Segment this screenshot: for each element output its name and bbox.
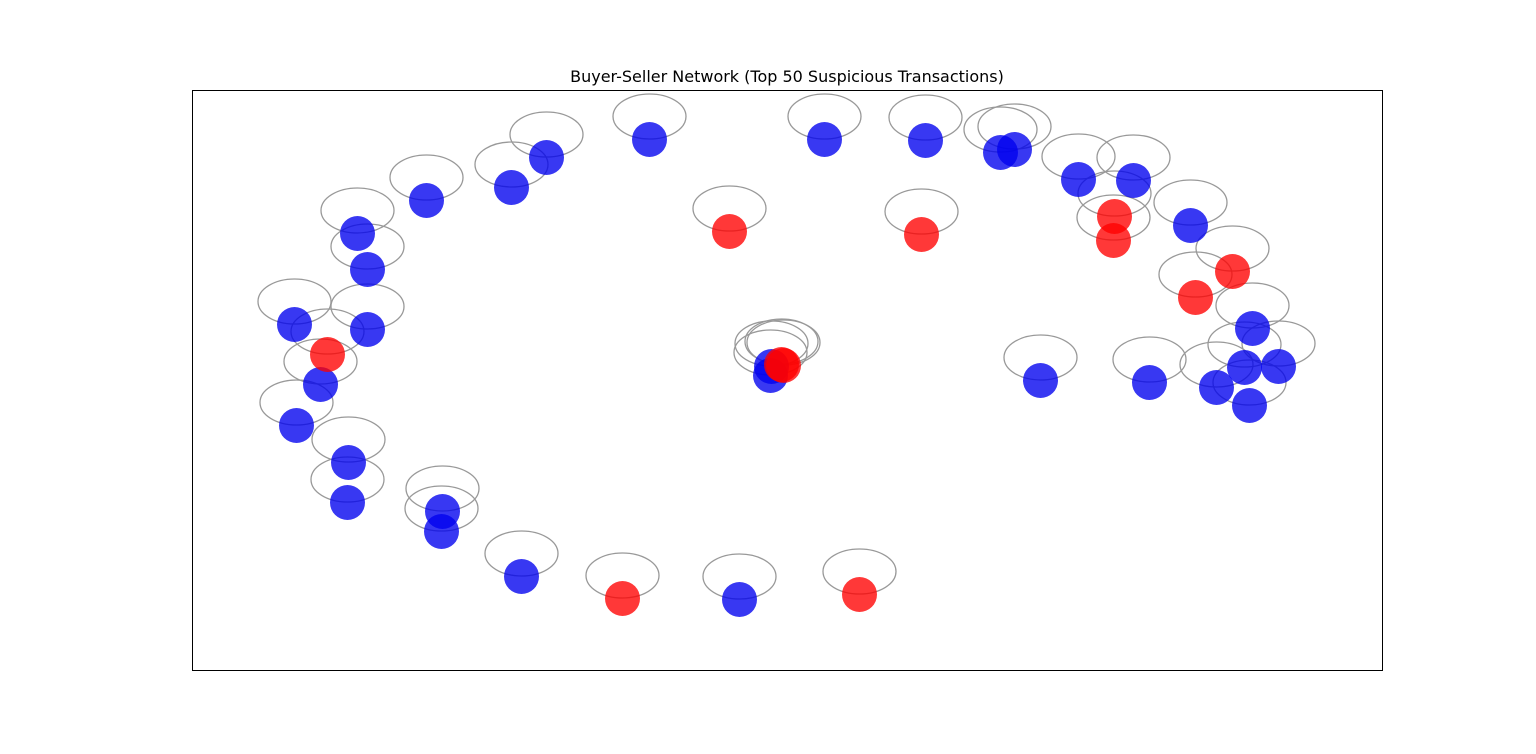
seller-node — [1178, 280, 1213, 315]
buyer-node — [1227, 350, 1262, 385]
buyer-node — [1199, 370, 1234, 405]
buyer-node — [807, 122, 842, 157]
buyer-node — [504, 559, 539, 594]
network-nodes — [277, 122, 1296, 617]
seller-node — [904, 217, 939, 252]
buyer-node — [1261, 349, 1296, 384]
seller-node — [310, 337, 345, 372]
buyer-node — [908, 123, 943, 158]
seller-node — [605, 581, 640, 616]
buyer-node — [1232, 388, 1267, 423]
buyer-node — [303, 367, 338, 402]
buyer-node — [494, 170, 529, 205]
buyer-node — [632, 122, 667, 157]
seller-node — [842, 577, 877, 612]
buyer-node — [1173, 208, 1208, 243]
seller-node — [766, 348, 801, 383]
self-loop-edges — [257, 93, 1316, 600]
buyer-node — [350, 252, 385, 287]
buyer-node — [409, 183, 444, 218]
buyer-node — [1116, 163, 1151, 198]
seller-node — [1097, 199, 1132, 234]
buyer-node — [1132, 365, 1167, 400]
buyer-node — [1235, 311, 1270, 346]
buyer-node — [350, 312, 385, 347]
seller-node — [1215, 254, 1250, 289]
seller-node — [712, 214, 747, 249]
chart-title: Buyer-Seller Network (Top 50 Suspicious … — [570, 67, 1004, 86]
buyer-node — [1023, 363, 1058, 398]
buyer-node — [997, 132, 1032, 167]
buyer-node — [279, 408, 314, 443]
buyer-node — [1061, 162, 1096, 197]
buyer-node — [529, 140, 564, 175]
buyer-node — [331, 445, 366, 480]
plot-frame — [192, 90, 1383, 671]
buyer-node — [340, 216, 375, 251]
buyer-node — [277, 307, 312, 342]
buyer-node — [425, 494, 460, 529]
buyer-node — [330, 485, 365, 520]
buyer-node — [722, 582, 757, 617]
